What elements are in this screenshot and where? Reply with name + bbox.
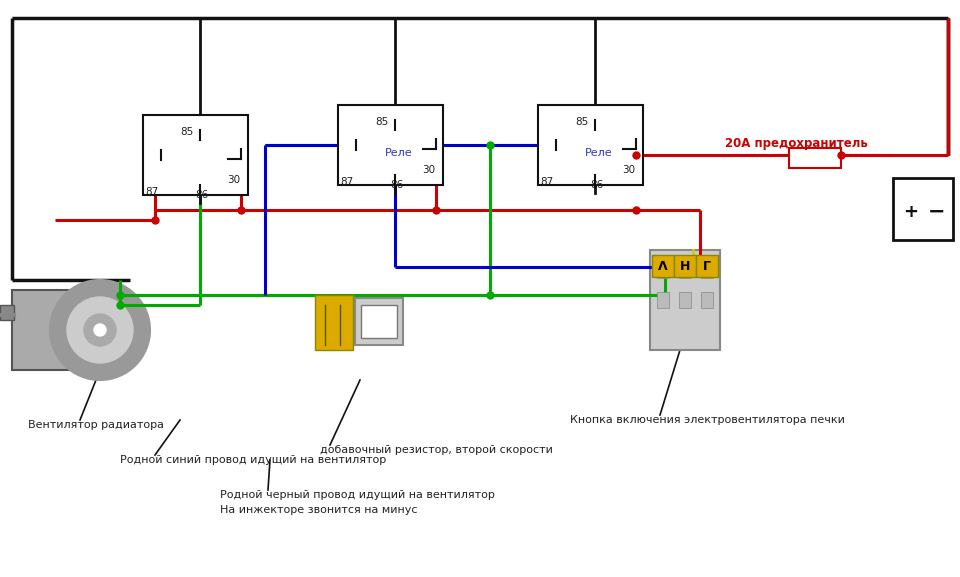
Bar [12,290,70,370]
Bar [142,115,248,195]
Text: 87: 87 [146,187,158,197]
Bar [701,292,713,308]
Text: 85: 85 [375,117,388,127]
Text: Родной черный провод идущий на вентилятор: Родной черный провод идущий на вентилято… [220,490,494,500]
Text: Родной синий провод идущий на вентилятор: Родной синий провод идущий на вентилятор [120,455,386,465]
Text: 30: 30 [422,165,436,175]
Text: Кнопка включения электровентилятора печки: Кнопка включения электровентилятора печк… [570,415,845,425]
Bar [696,255,718,277]
Text: −: − [928,202,946,222]
Text: Реле: Реле [385,148,413,158]
Text: 86: 86 [590,180,603,190]
Text: 86: 86 [390,180,403,190]
Text: 85: 85 [180,127,193,137]
Bar [650,250,720,350]
Bar [701,262,713,278]
Text: 85: 85 [575,117,588,127]
Text: Н: Н [680,260,690,272]
Bar [789,148,841,168]
Text: Вентилятор радиатора: Вентилятор радиатора [28,420,164,430]
Text: добавочный резистор, второй скорости: добавочный резистор, второй скорости [320,445,553,455]
Bar [674,255,696,277]
Bar [657,292,669,308]
Bar [338,105,443,185]
Circle shape [67,297,133,363]
Text: 20А предохранитель: 20А предохранитель [725,137,868,149]
Bar [679,292,691,308]
Circle shape [94,324,106,336]
Bar [538,105,642,185]
Bar [679,262,691,278]
Text: +: + [903,203,918,221]
Text: 30: 30 [622,165,636,175]
Text: 87: 87 [540,177,554,187]
Text: 87: 87 [341,177,353,187]
Bar [355,298,403,345]
Bar [893,178,953,240]
Circle shape [84,314,116,346]
Bar [315,295,353,350]
Bar [361,305,397,338]
Text: 86: 86 [195,190,208,200]
Text: Λ: Λ [659,260,668,272]
Bar [0,305,14,320]
Text: На инжекторе звонится на минус: На инжекторе звонится на минус [220,505,418,515]
Bar [657,262,669,278]
Text: Γ: Γ [703,260,711,272]
Bar [652,255,674,277]
Circle shape [50,280,150,380]
Text: Реле: Реле [585,148,612,158]
Text: 30: 30 [228,175,241,185]
